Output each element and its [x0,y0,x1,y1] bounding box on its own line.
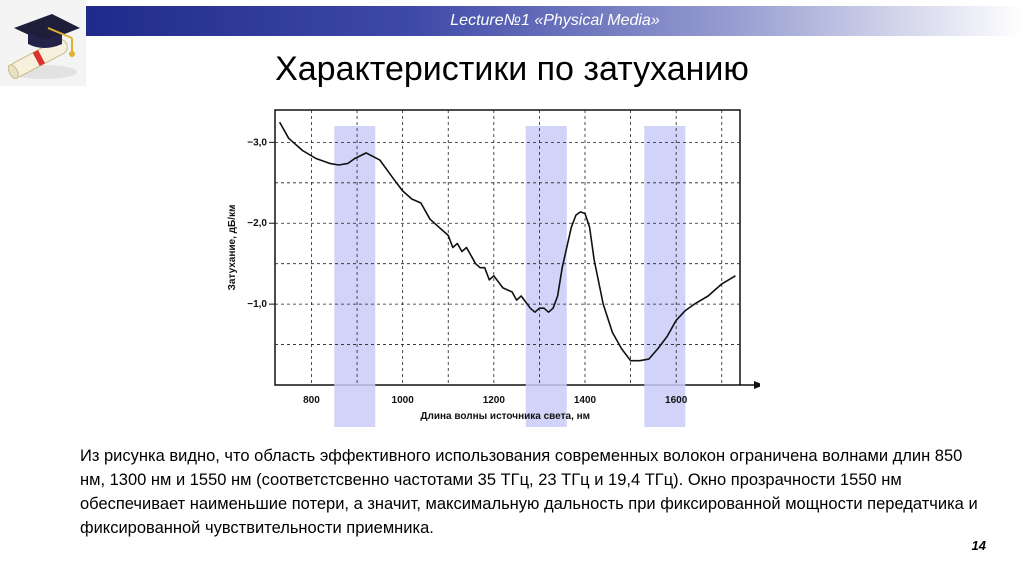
y-tick-label: −1,0 [247,299,267,310]
x-axis-arrow-head [754,381,760,389]
x-axis-label: Длина волны источника света, нм [420,411,590,422]
x-tick-label: 800 [303,395,320,406]
graduation-cap-diploma-icon [0,0,86,86]
chart-plot-frame [274,109,741,386]
header-title: Lecture№1 «Physical Media» [450,12,660,29]
attenuation-curve [278,121,736,362]
header-bar [86,6,1024,36]
x-tick-label: 1400 [574,395,597,406]
transparency-window [644,126,686,427]
slide-title: Характеристики по затуханию [275,50,749,88]
y-tick-label: −3,0 [247,137,267,148]
page-number: 14 [971,538,986,553]
transparency-window [334,126,376,427]
attenuation-chart: 800 1000 1200 1400 1600 −3,0 −2,0 −1,0 Длина во… [227,109,760,427]
y-axis-label: Затухание, дБ/км [227,205,238,291]
x-tick-label: 1000 [392,395,415,406]
x-tick-label: 1600 [665,395,688,406]
slide-body-text: Из рисунка видно, что область эффективно… [80,447,978,537]
y-tick-label: −2,0 [247,218,267,229]
x-tick-label: 1200 [483,395,506,406]
transparency-window [525,126,567,427]
